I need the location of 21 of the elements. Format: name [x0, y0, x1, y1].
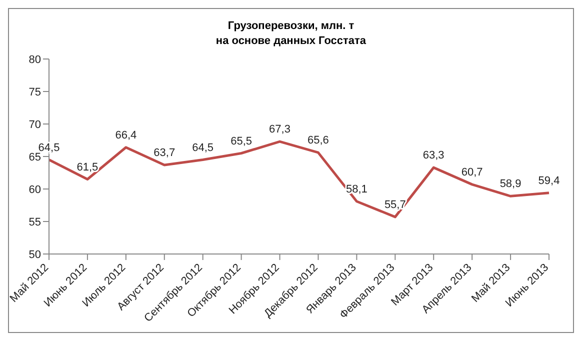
data-label: 61,5: [76, 161, 98, 174]
y-tick-label: 65: [28, 151, 41, 164]
y-tick-label: 60: [28, 184, 41, 196]
data-label: 58,9: [500, 178, 522, 190]
data-label: 64,5: [192, 142, 214, 154]
data-label: 66,4: [115, 129, 137, 142]
chart-subtitle: на основе данных Госстата: [214, 34, 368, 49]
y-tick-label: 70: [28, 118, 41, 131]
data-label: 65,5: [230, 135, 252, 148]
y-tick-label: 80: [28, 54, 41, 66]
data-label: 59,4: [538, 174, 560, 187]
data-label: 64,5: [38, 142, 60, 154]
chart-title: Грузоперевозки, млн. т: [226, 19, 356, 34]
data-label: 60,7: [461, 166, 483, 178]
data-label: 65,6: [308, 134, 329, 147]
data-label: 63,7: [154, 146, 176, 159]
data-label: 63,3: [422, 150, 444, 162]
data-label: 67,3: [269, 124, 290, 136]
y-tick-label: 50: [28, 248, 41, 261]
y-tick-label: 55: [28, 216, 41, 228]
y-tick-label: 75: [28, 86, 41, 98]
